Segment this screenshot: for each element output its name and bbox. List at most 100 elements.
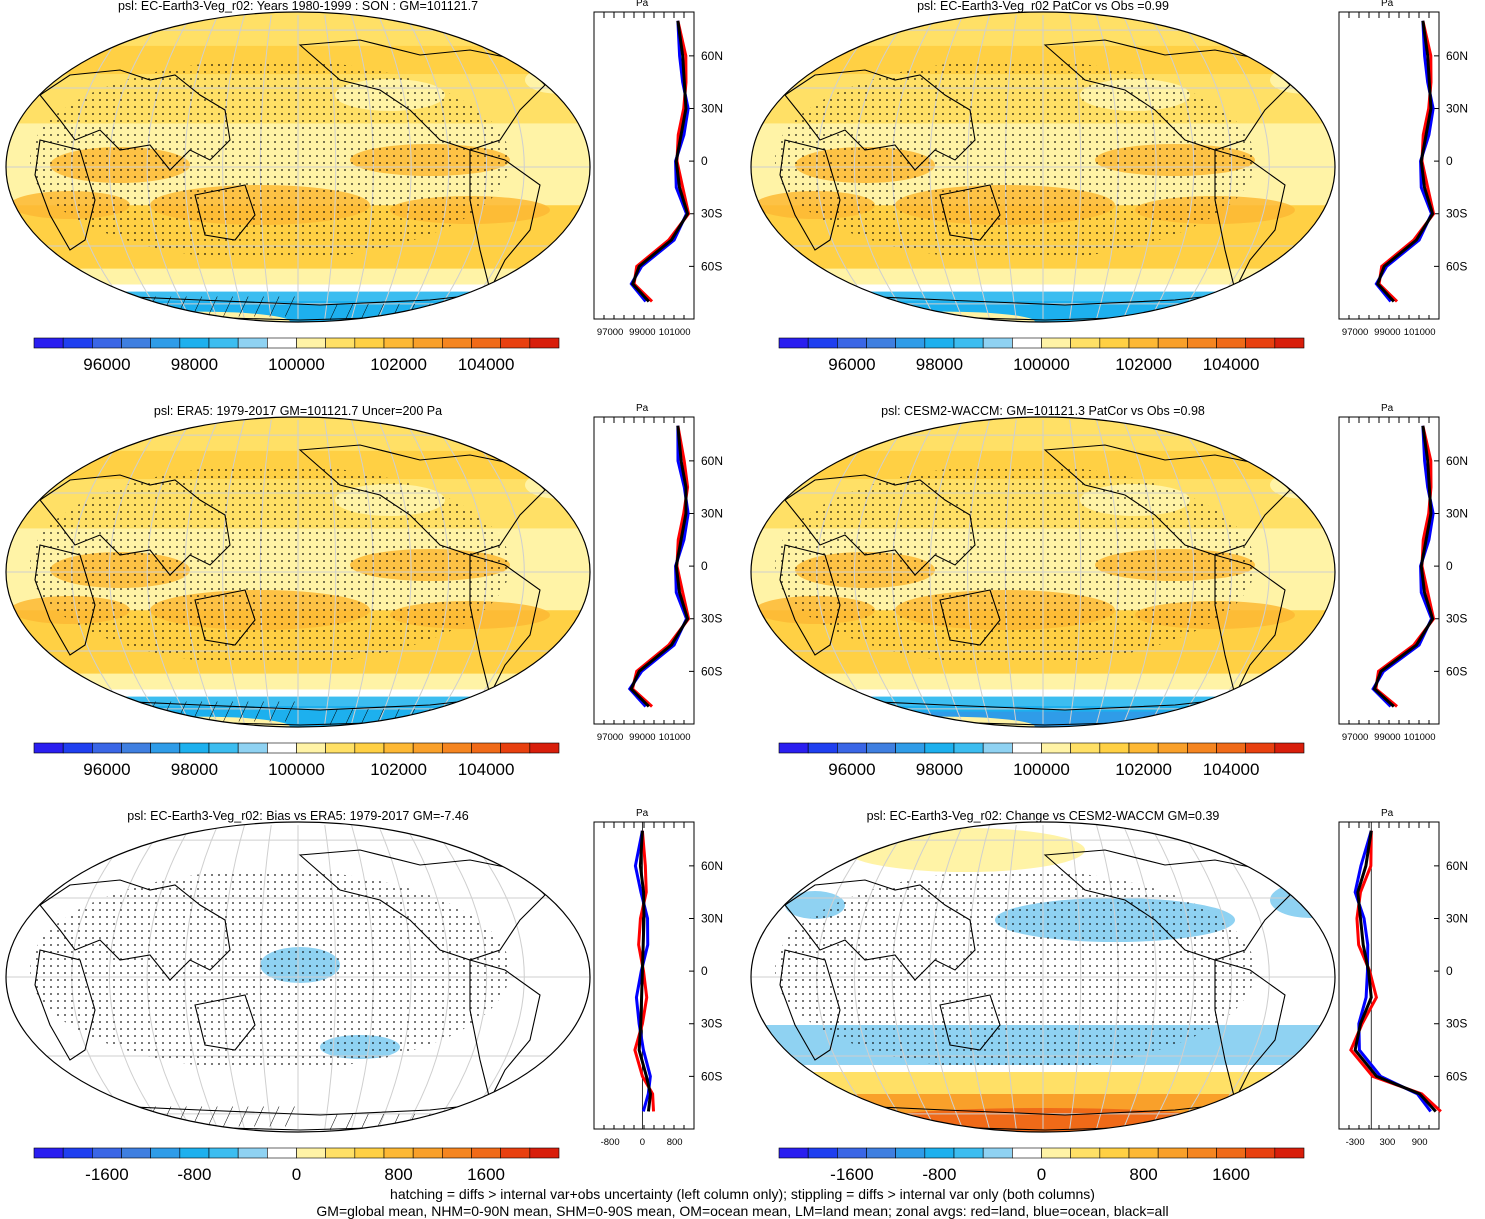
map-title: psl: EC-Earth3-Veg_r02: Years 1980-1999 … <box>117 0 479 13</box>
colorbar-swatch <box>296 337 326 349</box>
lat-band <box>745 323 1345 324</box>
colorbar-swatch <box>33 337 64 349</box>
lat-band <box>0 414 600 415</box>
lat-band <box>751 268 1335 274</box>
colorbar-label: -1600 <box>85 1165 128 1184</box>
colorbar-swatch <box>866 337 896 349</box>
lat-band <box>751 284 1335 289</box>
lat-tick-label: 0 <box>701 559 708 573</box>
colorbar-swatch <box>500 337 531 349</box>
lat-band <box>0 729 600 730</box>
lat-band <box>745 9 1345 10</box>
lat-tick-label: 0 <box>1446 964 1453 978</box>
lat-band <box>6 49 590 54</box>
lat-tick-label: 60N <box>1446 49 1468 63</box>
map-outline <box>5 11 591 323</box>
stippling <box>30 870 510 1070</box>
lat-tick-label: 30N <box>1446 911 1468 925</box>
colorbar-label: -800 <box>177 1165 211 1184</box>
colorbar-label: 98000 <box>171 760 218 779</box>
zonal-tick-label: 101000 <box>1404 732 1436 743</box>
colorbar-swatch <box>1157 1147 1188 1159</box>
zonal-mean-ocean-line <box>1374 20 1435 303</box>
colorbar-swatch <box>237 337 268 349</box>
map-field <box>6 822 590 1132</box>
colorbar-swatch <box>1157 337 1188 349</box>
colorbar-swatch <box>1099 1147 1130 1159</box>
colorbar-swatch <box>895 742 926 754</box>
lat-band <box>751 39 1335 43</box>
colorbar-label: 104000 <box>1203 760 1260 779</box>
zonal-mean-all-line <box>1372 425 1435 708</box>
map-title: psl: EC-Earth3-Veg_r02: Bias vs ERA5: 19… <box>127 809 469 823</box>
lat-band <box>6 689 590 694</box>
lat-band <box>0 325 600 326</box>
colorbar-label: 102000 <box>370 355 427 374</box>
colorbar-swatch <box>1245 337 1276 349</box>
colorbar-swatch <box>778 742 809 754</box>
colorbar-label: -800 <box>922 1165 956 1184</box>
colorbar-label: 100000 <box>268 355 325 374</box>
zonal-tick-label: 99000 <box>629 732 655 743</box>
lat-band <box>751 259 1335 265</box>
colorbar-swatch <box>895 337 926 349</box>
colorbar-swatch <box>442 1147 472 1159</box>
footer-note-hatching: hatching = diffs > internal var+obs unce… <box>390 1186 1095 1202</box>
zonal-mean-ocean-line <box>633 830 652 1112</box>
lat-band <box>745 10 1345 11</box>
panel-cesm2-climatology: psl: CESM2-WACCM: GM=101121.3 PatCor vs … <box>745 403 1485 785</box>
colorbar-swatch <box>866 1147 896 1159</box>
panel-bias-vs-era5: psl: EC-Earth3-Veg_r02: Bias vs ERA5: 19… <box>0 808 745 1190</box>
lat-tick-label: 60S <box>701 259 722 273</box>
colorbar-label: 800 <box>384 1165 412 1184</box>
lat-band <box>6 259 590 265</box>
zonal-tick-label: 99000 <box>1374 327 1400 338</box>
lat-band <box>751 49 1335 54</box>
lat-band <box>0 414 600 415</box>
lat-band <box>751 435 1335 439</box>
lat-tick-label: 30N <box>1446 506 1468 520</box>
colorbar-label: 96000 <box>83 760 130 779</box>
lat-band <box>745 414 1345 415</box>
colorbar-label: 104000 <box>1203 355 1260 374</box>
lat-tick-label: 30N <box>701 101 723 115</box>
chart-svg: 60N 30N 0 30S 60S 97000 99000 101000 96000 98000 1… <box>745 9 1468 374</box>
lat-band <box>751 417 1335 420</box>
colorbar-swatch <box>1216 1147 1246 1159</box>
coastline <box>469 554 541 697</box>
lat-tick-label: 30N <box>1446 101 1468 115</box>
antarctic-trough <box>751 711 1335 727</box>
colorbar-swatch <box>92 337 122 349</box>
lat-band <box>0 414 600 415</box>
lat-band <box>751 450 1335 456</box>
colorbar-label: 96000 <box>828 355 875 374</box>
panel-model-patcor: psl: EC-Earth3-Veg_r02 PatCor vs Obs =0.… <box>745 0 1485 380</box>
zonal-tick-label: 97000 <box>597 327 623 338</box>
colorbar-swatch <box>529 337 560 349</box>
lat-band <box>751 35 1335 40</box>
colorbar-label: 1600 <box>1212 1165 1250 1184</box>
map-field <box>745 9 1345 324</box>
colorbar-swatch <box>1041 1147 1071 1159</box>
colorbar-swatch <box>208 742 239 754</box>
zonal-unit-label: Pa <box>636 808 649 819</box>
colorbar-swatch <box>778 1147 809 1159</box>
colorbar-swatch <box>150 742 181 754</box>
colorbar-swatch <box>1012 742 1042 754</box>
zonal-unit-label: Pa <box>1381 403 1394 414</box>
lat-band <box>6 435 590 439</box>
colorbar-swatch <box>1216 742 1246 754</box>
panel-model-climatology: psl: EC-Earth3-Veg_r02: Years 1980-1999 … <box>0 0 745 380</box>
lat-band <box>0 729 600 730</box>
colorbar-label: 0 <box>1037 1165 1046 1184</box>
colorbar-swatch <box>92 742 122 754</box>
footer-note-legend: GM=global mean, NHM=0-90N mean, SHM=0-90… <box>316 1203 1169 1219</box>
lat-band <box>751 440 1335 445</box>
colorbar-swatch <box>529 1147 560 1159</box>
colorbar-swatch <box>924 742 955 754</box>
lat-band <box>6 291 590 296</box>
lat-band <box>6 458 590 463</box>
coastline <box>469 959 541 1102</box>
colorbar-swatch <box>442 742 472 754</box>
lat-tick-label: 0 <box>701 154 708 168</box>
